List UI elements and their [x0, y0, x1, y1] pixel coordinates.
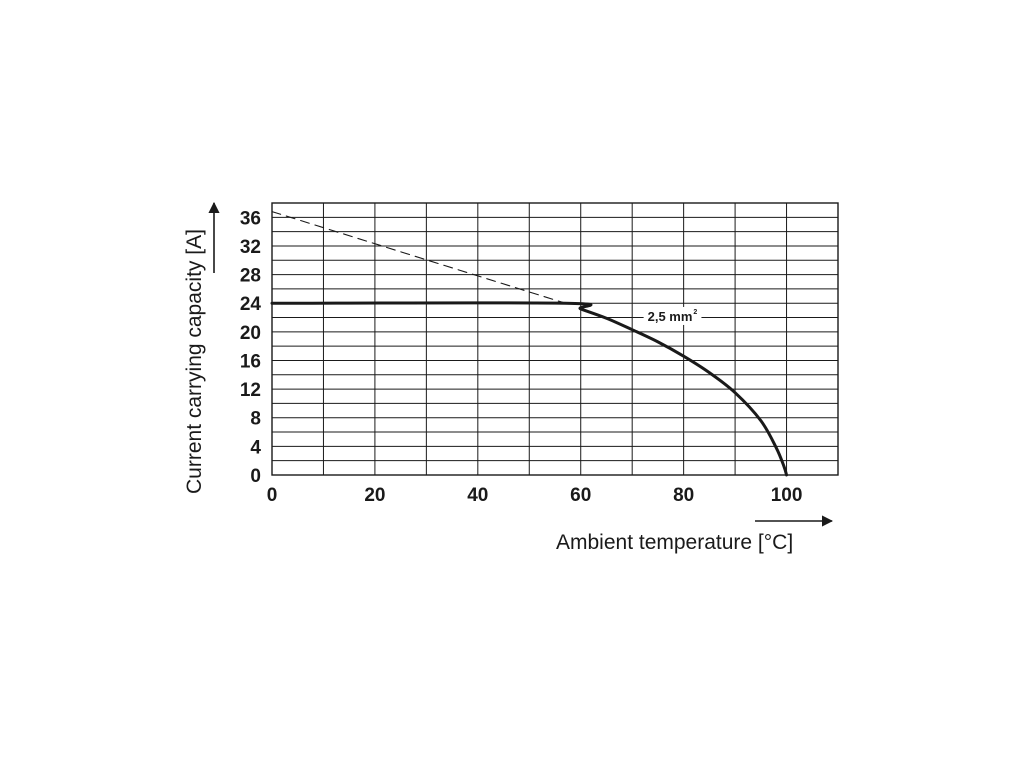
- x-tick-label: 60: [570, 485, 591, 506]
- y-tick-label: 8: [250, 409, 261, 430]
- x-tick-label: 100: [771, 485, 803, 506]
- annotation-label: 2,5 mm: [648, 309, 693, 324]
- tick-labels: 0 20 40 60 80 100 0 4 8 12 16 20 24 28 32 36: [240, 208, 803, 506]
- y-tick-label: 36: [240, 208, 261, 229]
- series-line-dashed: [271, 211, 566, 304]
- y-tick-label: 24: [240, 294, 262, 315]
- x-axis-label: Ambient temperature [°C]: [556, 531, 793, 554]
- y-tick-label: 12: [240, 380, 261, 401]
- series-layer: [270, 211, 789, 477]
- y-tick-label: 28: [240, 266, 261, 287]
- x-tick-label: 20: [364, 485, 385, 506]
- series-line-solid: [270, 301, 789, 477]
- x-tick-label: 80: [673, 485, 694, 506]
- y-tick-label: 0: [250, 466, 261, 487]
- annotations: 2,5 mm 2: [643, 306, 702, 325]
- annotation-superscript: 2: [693, 309, 697, 316]
- y-axis-label: Current carrying capacity [A]: [183, 229, 206, 494]
- grid: [271, 202, 839, 476]
- y-tick-label: 4: [250, 437, 261, 458]
- y-tick-label: 32: [240, 237, 261, 258]
- x-tick-label: 40: [467, 485, 488, 506]
- x-tick-label: 0: [267, 485, 278, 506]
- y-tick-label: 16: [240, 351, 261, 372]
- annotation-background: [643, 306, 702, 325]
- plot-frame: [271, 202, 839, 476]
- y-tick-label: 20: [240, 323, 261, 344]
